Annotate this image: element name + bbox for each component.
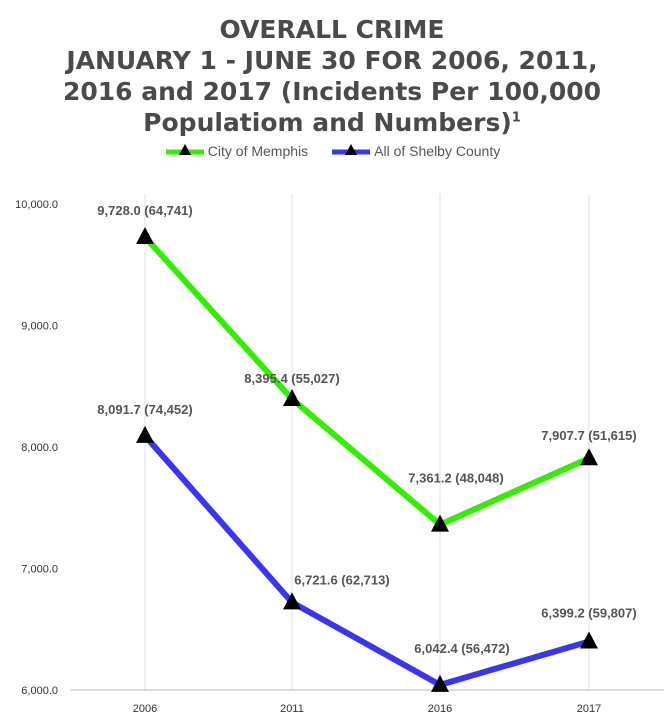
x-tick-label: 2016: [428, 703, 452, 715]
chart-title: OVERALL CRIME JANUARY 1 - JUNE 30 FOR 20…: [0, 14, 664, 138]
x-tick-label: 2006: [133, 703, 157, 715]
legend-triangle-icon: [345, 144, 358, 155]
data-label: 7,361.2 (48,048): [408, 471, 503, 486]
x-tick-label: 2017: [577, 703, 601, 715]
chart-legend: City of Memphis All of Shelby County: [0, 141, 664, 161]
y-tick-label: 10,000.0: [15, 199, 58, 211]
legend-swatch-shelby: [332, 144, 371, 155]
data-point-marker: [283, 388, 301, 406]
title-line-3: 2016 and 2017 (Incidents Per 100,000: [62, 77, 602, 106]
series-lines: [142, 234, 592, 688]
legend-label-memphis: City of Memphis: [207, 143, 309, 159]
data-point-marker: [431, 514, 449, 532]
title-line-1: OVERALL CRIME: [219, 15, 445, 44]
x-tick-label: 2011: [280, 703, 304, 715]
y-tick-label: 9,000.0: [21, 321, 58, 333]
data-point-marker: [136, 227, 154, 245]
title-footnote-marker: 1: [511, 110, 521, 126]
title-line-2: JANUARY 1 - JUNE 30 FOR 2006, 2011,: [66, 46, 598, 75]
data-markers: [136, 227, 598, 692]
data-point-marker: [580, 448, 598, 466]
legend-triangle-icon: [178, 144, 191, 155]
title-line-4-text: Populatiom and Numbers): [143, 108, 512, 137]
legend-item-shelby[interactable]: All of Shelby County: [330, 141, 500, 161]
data-label: 8,091.7 (74,452): [97, 402, 192, 417]
data-point-marker: [431, 674, 449, 692]
y-tick-label: 7,000.0: [21, 564, 58, 576]
data-point-marker: [136, 425, 154, 443]
title-line-4: Populatiom and Numbers)1: [0, 107, 664, 138]
series-line-0: [142, 234, 592, 528]
legend-swatch-memphis: [165, 144, 204, 155]
axes: 6,000.0 7,000.0 8,000.0 9,000.0 10,000.0 2006…: [15, 199, 664, 715]
legend-label-shelby: All of Shelby County: [374, 143, 501, 159]
grid-lines: [144, 194, 590, 690]
data-label: 9,728.0 (64,741): [97, 203, 192, 218]
data-label: 6,721.6 (62,713): [294, 572, 389, 587]
data-point-marker: [283, 592, 301, 610]
data-label: 7,907.7 (51,615): [541, 428, 636, 443]
data-label: 6,042.4 (56,472): [414, 641, 509, 656]
y-tick-label: 8,000.0: [21, 442, 58, 454]
data-label: 6,399.2 (59,807): [541, 605, 636, 620]
series-line-1: [142, 432, 592, 688]
data-label: 8,395.4 (55,027): [244, 371, 339, 386]
data-labels: 9,728.0 (64,741) 8,395.4 (55,027) 7,361.2 …: [97, 203, 636, 656]
legend-item-memphis[interactable]: City of Memphis: [164, 141, 308, 161]
data-point-marker: [580, 631, 598, 649]
y-tick-label: 6,000.0: [21, 685, 58, 697]
